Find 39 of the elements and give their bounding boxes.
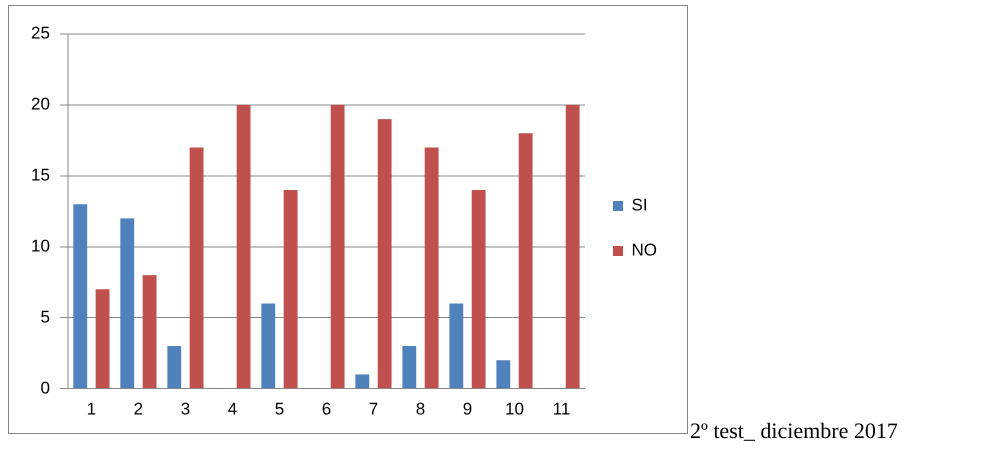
y-tick-label: 15 <box>30 166 50 185</box>
y-tick-label: 0 <box>40 378 50 398</box>
x-tick-label: 10 <box>505 399 524 418</box>
bar <box>96 289 110 388</box>
x-tick-label: 5 <box>274 399 284 418</box>
y-tick-label: 10 <box>30 236 50 256</box>
bar <box>518 133 533 388</box>
bar <box>330 104 345 388</box>
bar <box>496 360 510 388</box>
bar <box>378 119 392 388</box>
y-tick-label: 5 <box>40 307 50 326</box>
bar <box>120 218 134 388</box>
bar <box>73 204 88 388</box>
x-tick-label: 1 <box>86 399 96 418</box>
text: 2º test_ diciembre 2017 <box>690 418 898 444</box>
y-tick-label: 20 <box>30 94 50 114</box>
bar <box>261 303 276 388</box>
bar <box>424 147 439 388</box>
x-tick-label: 9 <box>462 399 472 418</box>
x-tick-label: 11 <box>552 399 570 418</box>
bar <box>566 104 580 388</box>
x-tick-label: 4 <box>228 399 238 418</box>
x-tick-label: 3 <box>180 399 190 418</box>
x-tick-label: 7 <box>368 399 378 418</box>
x-tick-label: 8 <box>416 399 426 418</box>
bar <box>284 190 298 388</box>
bar <box>472 190 486 388</box>
x-tick-label: 6 <box>322 399 332 418</box>
bar <box>355 374 370 388</box>
bar <box>190 147 204 388</box>
legend-label: SI <box>632 196 648 215</box>
y-tick-label: 25 <box>30 24 50 43</box>
legend-label: NO <box>632 240 657 260</box>
bar <box>449 303 464 388</box>
bar <box>142 275 157 388</box>
x-tick-label: 2 <box>134 399 144 418</box>
bar <box>167 346 182 388</box>
bar <box>402 346 416 388</box>
bar <box>236 104 251 388</box>
